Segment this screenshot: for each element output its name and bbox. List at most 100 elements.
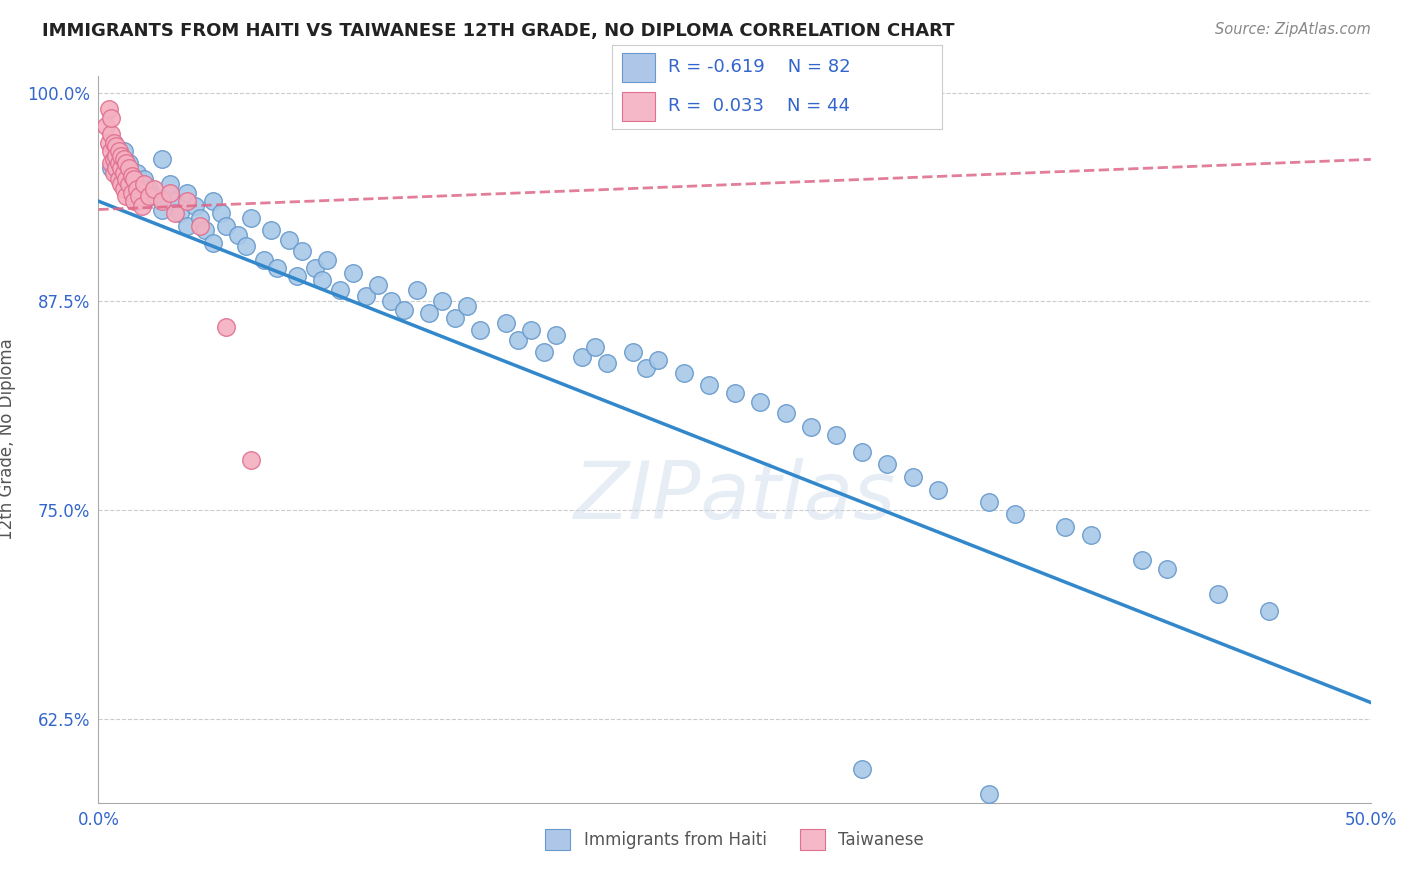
Point [115,172,138,186]
Bar [621,54,655,82]
Point [876,457,898,471]
Point [112,144,135,158]
Point [103,136,125,150]
Point [159,186,181,200]
Point [240,211,263,225]
Point [979,788,1001,802]
Point [112,153,135,167]
Point [118,155,141,169]
Point [150,194,173,209]
Point [533,344,555,359]
Point [112,182,135,196]
Point [240,453,263,467]
Point [112,178,135,192]
Point [110,178,132,192]
Point [253,252,276,267]
Point [97,102,120,116]
Point [800,419,823,434]
Point [342,266,364,280]
Point [304,260,326,275]
Point [329,283,352,297]
Point [1054,520,1077,534]
Point [634,361,657,376]
Point [105,139,128,153]
Point [291,244,314,259]
Point [143,182,166,196]
Point [105,161,128,175]
Point [851,445,873,459]
Point [380,294,402,309]
Point [194,222,217,236]
Point [470,323,492,337]
Point [1004,507,1026,521]
Point [418,306,440,320]
Point [150,202,173,217]
Point [621,344,644,359]
Point [214,319,236,334]
Point [901,470,924,484]
Point [405,283,427,297]
Point [107,155,129,169]
Point [115,189,138,203]
Point [979,495,1001,509]
Point [1080,528,1102,542]
Point [118,161,141,175]
Point [697,378,720,392]
Point [176,186,198,200]
Point [749,394,772,409]
Point [169,206,191,220]
Point [103,153,125,167]
Point [107,169,129,183]
Point [176,219,198,234]
Point [150,153,173,167]
Point [94,119,117,133]
Point [125,182,148,196]
Point [188,211,211,225]
Point [775,406,797,420]
Point [508,333,530,347]
Point [121,186,143,200]
Point [138,189,160,203]
Point [121,186,143,200]
Point [118,178,141,192]
Point [134,172,156,186]
Point [100,155,122,169]
Point [122,194,145,209]
Point [228,227,250,242]
Point [163,206,186,220]
Point [134,178,156,192]
Point [107,172,129,186]
Point [209,206,232,220]
Point [1156,562,1178,576]
Point [100,111,122,125]
Point [430,294,453,309]
Point [1130,553,1153,567]
Point [188,219,211,234]
Point [1206,587,1229,601]
Point [159,178,181,192]
Point [112,166,135,180]
Text: IMMIGRANTS FROM HAITI VS TAIWANESE 12TH GRADE, NO DIPLOMA CORRELATION CHART: IMMIGRANTS FROM HAITI VS TAIWANESE 12TH … [42,22,955,40]
Text: Source: ZipAtlas.com: Source: ZipAtlas.com [1215,22,1371,37]
Point [115,155,138,169]
Text: R = -0.619    N = 82: R = -0.619 N = 82 [668,59,851,77]
Point [110,149,132,163]
Point [1258,604,1281,618]
Point [672,366,695,380]
Point [927,483,949,498]
Point [596,356,619,370]
Point [201,194,224,209]
Point [825,428,848,442]
Point [235,239,257,253]
Y-axis label: 12th Grade, No Diploma: 12th Grade, No Diploma [0,338,15,541]
Point [105,149,128,163]
Point [201,235,224,250]
Text: ZIPatlas: ZIPatlas [574,458,896,536]
Point [121,169,143,183]
Point [546,327,568,342]
Point [184,199,207,213]
Point [131,199,153,213]
Point [495,316,517,330]
Point [456,300,478,314]
Point [138,182,160,196]
